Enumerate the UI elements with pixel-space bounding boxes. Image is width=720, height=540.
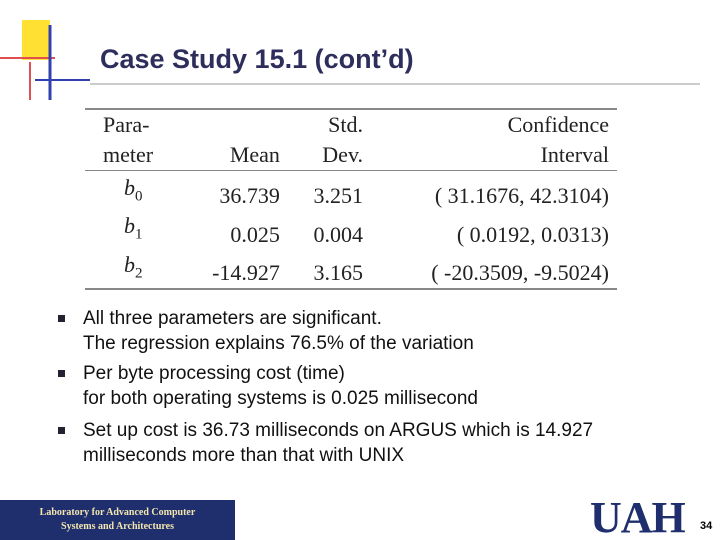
table: Para-meter Mean Std. Dev. Confidence Interval…: [85, 108, 617, 291]
parameter: b1: [85, 211, 182, 249]
lab-line: Systems and Architectures: [61, 521, 174, 532]
mean: 0.025: [230, 221, 280, 247]
std-dev: 3.165: [313, 260, 364, 286]
logo: UAH: [590, 493, 686, 540]
lab-banner: Laboratory for Advanced Computer Systems …: [0, 500, 235, 540]
confidence-interval: ( 0.0192, 0.0313): [456, 221, 609, 247]
bullet-marker: [58, 427, 65, 434]
header-line: Std.: [328, 112, 364, 137]
std-dev: 3.251: [313, 183, 364, 209]
mean: -14.927: [212, 260, 280, 286]
table-row: b0 36.739 3.251 ( 31.1676, 42.3104): [85, 171, 617, 212]
bullet-line: Per byte processing cost (time): [83, 363, 345, 384]
parameter: b2: [85, 250, 182, 289]
std-dev: 0.004: [313, 221, 364, 247]
header-line: meter: [103, 142, 154, 167]
bullet-text: Set up cost is 36.73 milliseconds on ARG…: [83, 418, 593, 468]
header-line: Confidence: [507, 112, 609, 137]
parameter-subscript: 1: [135, 226, 143, 243]
table-row: b1 0.025 0.004 ( 0.0192, 0.0313): [85, 211, 617, 249]
header-line: Dev.: [322, 142, 364, 167]
bullet-marker: [58, 370, 65, 377]
column-header: Mean: [182, 109, 288, 171]
parameter-subscript: 0: [135, 188, 143, 205]
parameter: b0: [85, 171, 182, 212]
bullet-line: All three parameters are significant.: [83, 308, 382, 329]
title: Case Study 15.1 (cont’d): [100, 44, 414, 74]
header-line: Interval: [540, 142, 609, 167]
decoration: [0, 20, 700, 100]
bullet: Set up cost is 36.73 milliseconds on ARG…: [58, 418, 593, 468]
header-line: Para-: [103, 112, 150, 137]
column-header: Std. Dev.: [288, 109, 371, 171]
column-header: Para-meter: [85, 109, 182, 171]
bullet-line: milliseconds more than that with UNIX: [83, 445, 405, 466]
parameter-symbol: b: [124, 251, 136, 277]
bullet-marker: [58, 315, 65, 322]
bullet-text: Per byte processing cost (time) for both …: [83, 361, 478, 411]
parameter-symbol: b: [124, 175, 136, 200]
confidence-interval: ( 31.1676, 42.3104): [434, 183, 609, 209]
bullet-line: for both operating systems is 0.025 mill…: [83, 388, 478, 409]
bullet: Per byte processing cost (time) for both …: [58, 361, 478, 411]
bullet: All three parameters are significant. The…: [58, 306, 474, 356]
confidence-interval: ( -20.3509, -9.5024): [431, 260, 609, 286]
bullet-line: Set up cost is 36.73 milliseconds on ARG…: [83, 420, 594, 441]
lab-line: Laboratory for Advanced Computer: [39, 507, 196, 518]
table-row: b2 -14.927 3.165 ( -20.3509, -9.5024): [85, 250, 617, 289]
bullet-line: The regression explains 76.5% of the var…: [83, 333, 474, 354]
column-header: Confidence Interval: [371, 109, 617, 171]
yellow-square: [22, 20, 50, 60]
bullet-text: All three parameters are significant. The…: [83, 306, 474, 356]
header-line: Mean: [229, 142, 280, 167]
page-number: 34: [700, 520, 713, 532]
mean: 36.739: [219, 183, 280, 209]
parameter-symbol: b: [124, 213, 136, 239]
table-header: Para-meter Mean Std. Dev. Confidence Interval: [85, 109, 617, 171]
parameter-subscript: 2: [135, 265, 143, 282]
